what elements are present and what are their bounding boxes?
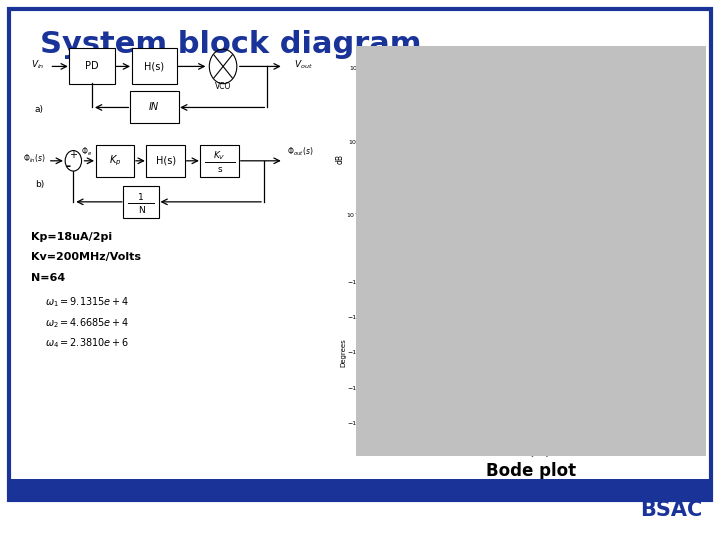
FancyBboxPatch shape [130, 91, 179, 124]
Text: $\Phi_e$: $\Phi_e$ [81, 146, 92, 158]
Text: System block diagram: System block diagram [40, 30, 421, 59]
Text: $K_V$: $K_V$ [213, 150, 226, 162]
Text: $\omega_4 = 2.3810e+6$: $\omega_4 = 2.3810e+6$ [45, 336, 129, 350]
Text: H(s): H(s) [144, 62, 164, 71]
Text: H(s): H(s) [156, 156, 176, 166]
Y-axis label: Degrees: Degrees [340, 338, 346, 367]
Text: PD: PD [85, 62, 99, 71]
Text: $V_{in}$: $V_{in}$ [31, 58, 45, 71]
Text: +: + [69, 150, 77, 160]
X-axis label: Freq [rad]: Freq [rad] [514, 449, 548, 456]
Text: 1: 1 [138, 193, 144, 202]
Text: a): a) [35, 105, 44, 113]
Text: $\omega_1 = 9.1315e+4$: $\omega_1 = 9.1315e+4$ [45, 295, 129, 309]
Text: IN: IN [149, 103, 159, 112]
Text: Bode plot: Bode plot [486, 462, 577, 480]
Text: s: s [217, 165, 222, 173]
Text: VCO: VCO [215, 82, 231, 91]
Text: Kp=18uA/2pi: Kp=18uA/2pi [32, 232, 112, 242]
Text: -: - [66, 160, 71, 173]
Text: $K_p$: $K_p$ [109, 153, 121, 168]
FancyBboxPatch shape [200, 145, 239, 177]
Text: Kv=200MHz/Volts: Kv=200MHz/Volts [32, 252, 141, 262]
Text: $\Phi_{in}(s)$: $\Phi_{in}(s)$ [23, 152, 46, 165]
Text: EE241 Term Project - Spring 2004: EE241 Term Project - Spring 2004 [255, 483, 465, 496]
Text: N: N [138, 206, 145, 214]
FancyBboxPatch shape [96, 145, 135, 177]
Text: $\Phi_{out}(s)$: $\Phi_{out}(s)$ [287, 146, 313, 158]
Text: $\omega_2 = 4.6685e+4$: $\omega_2 = 4.6685e+4$ [45, 316, 129, 330]
Text: N=64: N=64 [32, 273, 66, 283]
Title: Phase Response of G(s): Phase Response of G(s) [490, 266, 572, 272]
Y-axis label: dB: dB [336, 154, 344, 164]
FancyBboxPatch shape [124, 186, 159, 218]
Text: BSAC: BSAC [640, 500, 702, 521]
Title: Open Loop Magnitude Response of G(s): Open Loop Magnitude Response of G(s) [462, 60, 600, 67]
FancyBboxPatch shape [69, 49, 114, 84]
FancyBboxPatch shape [146, 145, 185, 177]
Text: $V_{out}$: $V_{out}$ [294, 58, 312, 71]
FancyBboxPatch shape [132, 49, 177, 84]
Text: b): b) [35, 180, 44, 190]
